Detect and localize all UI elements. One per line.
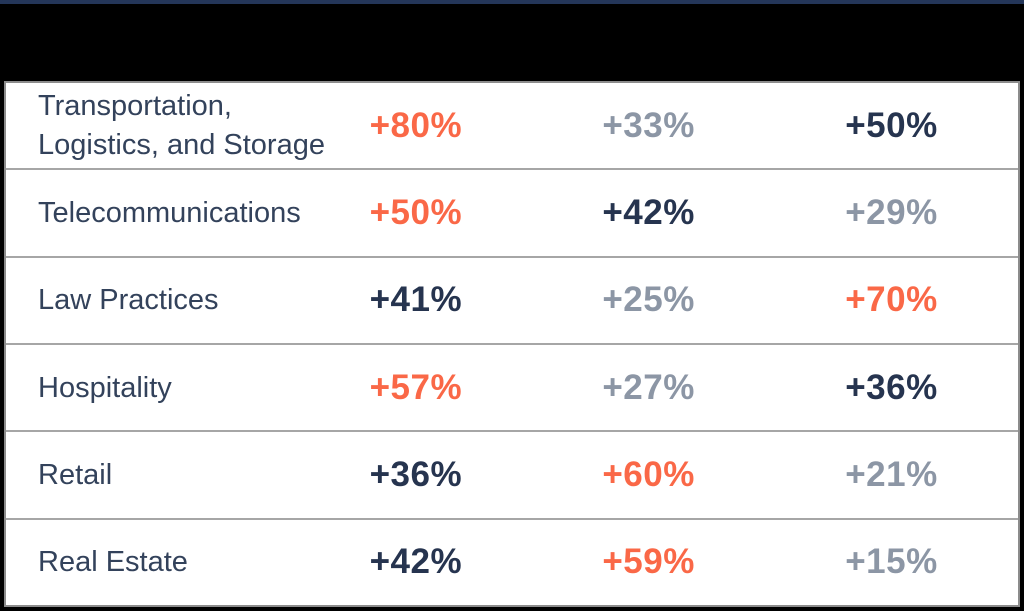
metric-value: +57% (369, 367, 463, 407)
metric-value: +42% (602, 192, 695, 232)
metric-value: +59% (602, 542, 695, 582)
metric-value: +25% (602, 280, 695, 320)
table-row: Telecommunications +50% +42% +29% (6, 168, 1018, 255)
industry-label: Hospitality (38, 371, 172, 404)
metric-value: +60% (602, 454, 695, 494)
metric-value: +21% (845, 454, 938, 494)
metric-value: +33% (602, 105, 695, 145)
metric-value: +36% (845, 367, 938, 407)
metric-value: +15% (845, 542, 938, 582)
industry-label: Telecommunications (38, 196, 301, 229)
table-header-band (0, 4, 1024, 81)
table-row: Retail +36% +60% +21% (6, 430, 1018, 517)
industry-label: Real Estate (38, 546, 188, 579)
metric-value: +50% (369, 192, 463, 232)
metric-value: +41% (369, 280, 463, 320)
metric-value: +42% (369, 542, 463, 582)
metric-value: +29% (845, 192, 938, 232)
industry-label-cell: Law Practices (6, 258, 299, 343)
metric-value: +70% (845, 280, 938, 320)
metric-value: +36% (369, 454, 463, 494)
industry-label: Transportation, Logistics, and Storage (38, 90, 325, 161)
industry-label: Law Practices (38, 284, 219, 317)
industry-label-cell: Real Estate (6, 520, 299, 605)
top-accent-strip (0, 0, 1024, 4)
industry-label-cell: Transportation, Logistics, and Storage (6, 83, 325, 168)
metric-value: +50% (845, 105, 938, 145)
industry-label: Retail (38, 458, 113, 491)
table-row: Transportation, Logistics, and Storage +… (6, 83, 1018, 168)
industry-label-cell: Telecommunications (6, 170, 301, 255)
industry-label-cell: Hospitality (6, 345, 299, 430)
industry-label-cell: Retail (6, 432, 299, 517)
metric-value: +27% (602, 367, 695, 407)
industry-growth-table: Transportation, Logistics, and Storage +… (4, 81, 1020, 607)
metric-value: +80% (369, 105, 463, 145)
table-row: Law Practices +41% +25% +70% (6, 255, 1018, 343)
table-row: Real Estate +42% +59% +15% (6, 517, 1018, 605)
table-row: Hospitality +57% +27% +36% (6, 342, 1018, 430)
